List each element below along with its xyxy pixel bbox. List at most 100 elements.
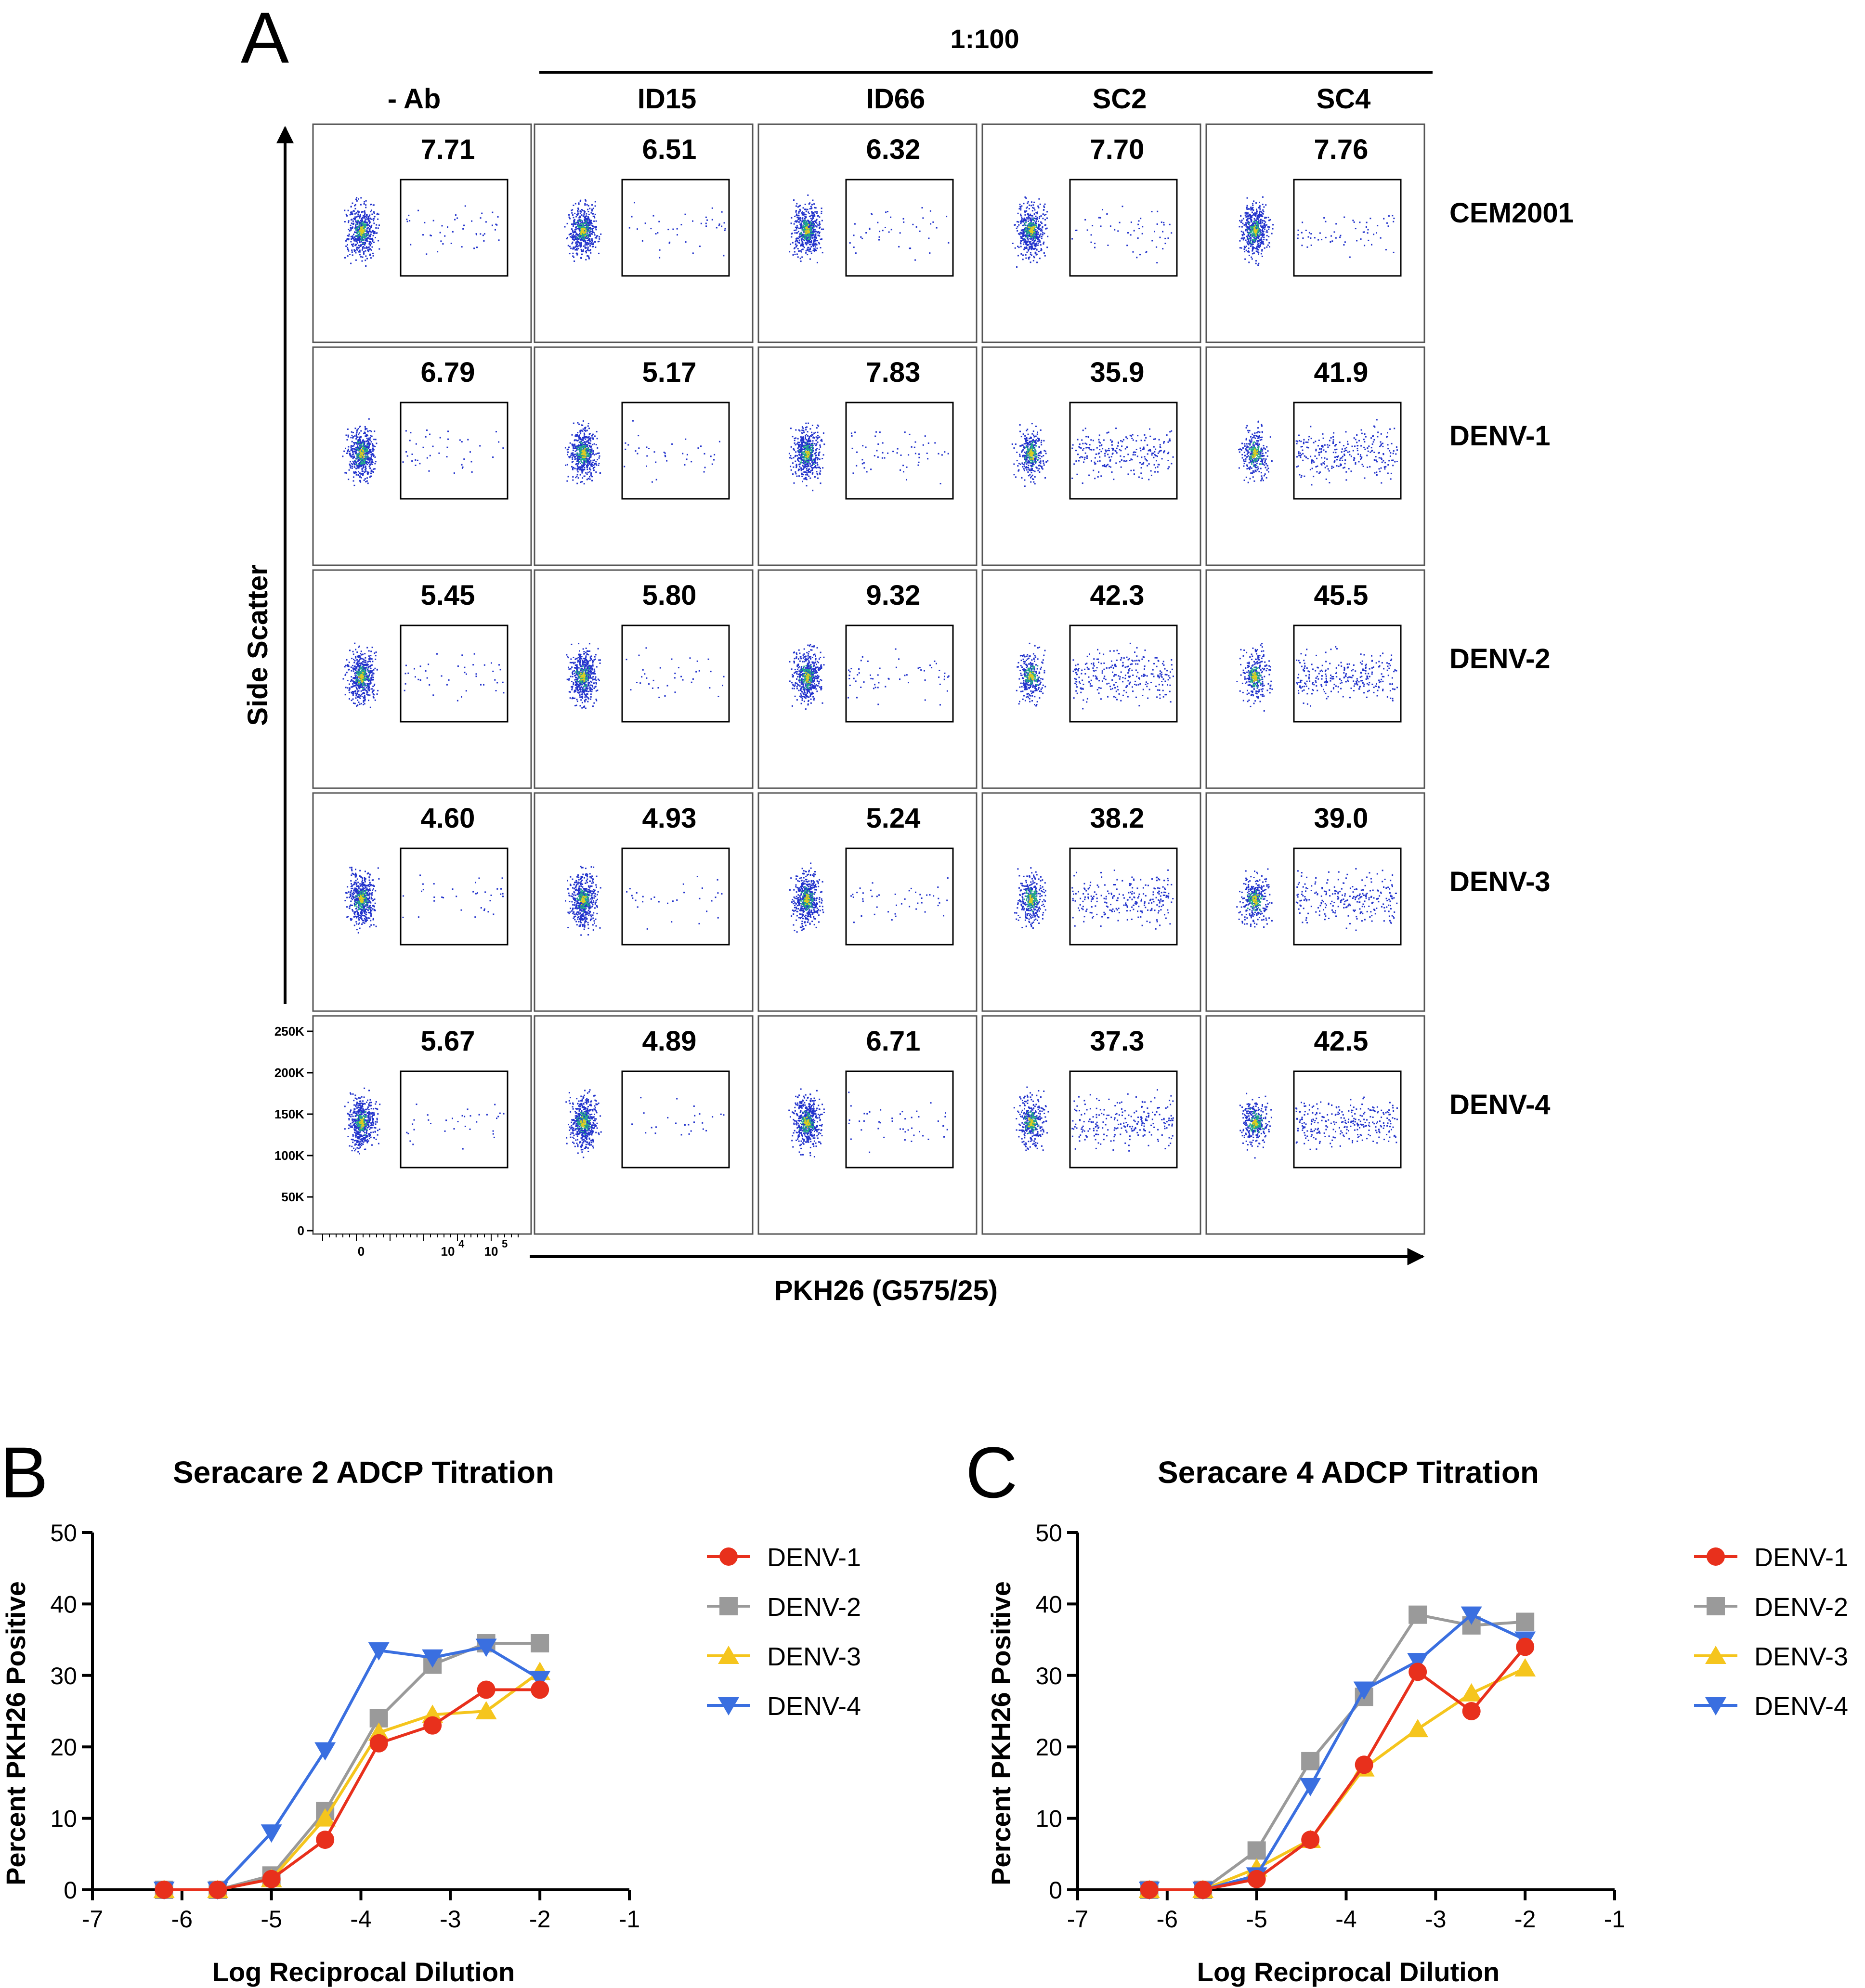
legend: DENV-1 DENV-2 DENV-3 DENV-4 [707,1543,861,1721]
gate-percentage: 4.60 [421,803,475,834]
data-point [1407,1719,1429,1738]
flow-plot: 35.9 [981,346,1201,566]
flow-plot: 4.93 [534,792,754,1012]
flow-plot-frame [757,792,978,1012]
event-dots [789,194,950,263]
y-tick-label: 150K [274,1107,304,1121]
flow-plot-grid: 7.71 6.51 6.32 7.70 7.76 6.79 5.17 7.83 35.9 41.9… [312,123,1425,1235]
event-dots [342,642,505,708]
flow-plot: 6.32 [757,123,978,343]
panel-b-title: Seracare 2 ADCP Titration [173,1455,554,1490]
flow-plot: 5.67 [312,1015,532,1235]
series-denv-3 [1138,1658,1536,1898]
series-line [1149,1667,1526,1891]
series-denv-4 [1138,1606,1536,1900]
legend-marker [1707,1547,1725,1566]
flow-plot: 5.80 [534,569,754,789]
data-point [1514,1658,1536,1676]
flow-plot: 4.89 [534,1015,754,1235]
flow-plot: 7.71 [312,123,532,343]
gate-percentage: 7.83 [866,357,921,388]
event-dots [788,1088,948,1157]
gate-percentage: 38.2 [1090,803,1145,834]
gate-percentage: 5.67 [421,1026,475,1057]
flow-plot: 6.79 [312,346,532,566]
x-tick-label: -3 [440,1906,461,1933]
gate-percentage: 7.70 [1090,134,1145,165]
panel-c-xlabel: Log Reciprocal Dilution [1197,1957,1500,1987]
legend-label: DENV-1 [767,1543,861,1572]
data-point [1462,1702,1481,1720]
flow-plot-frame [981,346,1201,566]
event-dots [564,420,720,485]
legend-label: DENV-2 [1754,1593,1848,1622]
panel-a-letter: A [241,0,289,78]
flow-plot: 42.3 [981,569,1201,789]
legend-item: DENV-3 [707,1642,861,1671]
event-dots [1012,196,1173,268]
event-dots [344,1087,505,1155]
gate-box [1293,624,1402,723]
gate-percentage: 4.93 [642,803,697,834]
panel-b-ylabel: Percent PKH26 Positive [0,1581,31,1885]
series-line [164,1688,540,1891]
data-point [475,1638,497,1657]
flow-plot: 38.2 [981,792,1201,1012]
flow-plot: 7.70 [981,123,1201,343]
x-tick-label: -1 [619,1906,640,1933]
data-point [477,1680,496,1699]
legend-marker [719,1597,738,1615]
legend-marker [719,1547,738,1566]
gate-percentage: 5.45 [421,580,475,611]
data-point [1353,1681,1375,1700]
event-dots [564,199,726,262]
panel-a: A 1:100 - Ab ID15 ID66 SC2 SC4 CEM2001 D… [241,0,1574,1306]
dilution-label: 1:100 [950,24,1019,54]
x-tick-label-base: 10 [484,1244,498,1259]
gate-percentage: 6.51 [642,134,697,165]
flow-plot-frame [312,123,532,343]
y-tick-label: 0 [1049,1877,1062,1904]
data-point [209,1881,227,1899]
panel-c-title: Seracare 4 ADCP Titration [1158,1455,1539,1490]
gate-percentage: 6.79 [421,357,475,388]
data-point [1409,1605,1427,1624]
series-line [1149,1613,1526,1891]
column-header-no-ab: - Ab [388,83,441,115]
gate-box [621,847,730,946]
gate-box [845,402,954,500]
gate-box [621,1070,730,1169]
gate-percentage: 42.3 [1090,580,1145,611]
x-tick-label: -2 [1514,1906,1536,1933]
flow-plot-frame [981,792,1201,1012]
series-line [164,1642,540,1891]
x-tick-label: -2 [529,1906,550,1933]
event-dots [344,197,500,267]
gate-box [400,179,509,277]
data-point [1301,1752,1320,1770]
y-tick-label: 50 [1035,1520,1062,1546]
event-dots [789,644,950,710]
gate-box [845,624,954,723]
row-label-denv-4: DENV-4 [1449,1089,1551,1120]
x-tick-label-exponent: 5 [502,1238,508,1250]
flow-plot: 5.24 [757,792,978,1012]
x-tick-label: -5 [261,1906,282,1933]
data-point [261,1824,282,1843]
data-point [1301,1831,1320,1849]
series-denv-4 [153,1638,551,1900]
flow-plot: 4.60 [312,792,532,1012]
gate-percentage: 35.9 [1090,357,1145,388]
flow-plot: 42.5 [1205,1015,1425,1235]
y-tick-label: 0 [298,1223,304,1238]
gate-percentage: 9.32 [866,580,921,611]
gate-box [1293,847,1402,946]
column-header-sc2: SC2 [1093,83,1147,115]
legend-label: DENV-1 [1754,1543,1848,1572]
flow-plot-frame [1205,1015,1425,1235]
gate-percentage: 42.5 [1314,1026,1369,1057]
flow-plot: 37.3 [981,1015,1201,1235]
legend-label: DENV-3 [1754,1642,1848,1671]
event-dots [1014,867,1174,930]
gate-box [621,624,730,723]
